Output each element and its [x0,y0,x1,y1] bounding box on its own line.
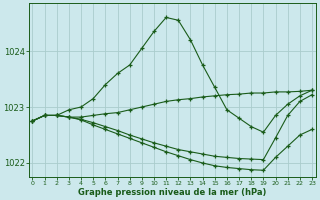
X-axis label: Graphe pression niveau de la mer (hPa): Graphe pression niveau de la mer (hPa) [78,188,267,197]
